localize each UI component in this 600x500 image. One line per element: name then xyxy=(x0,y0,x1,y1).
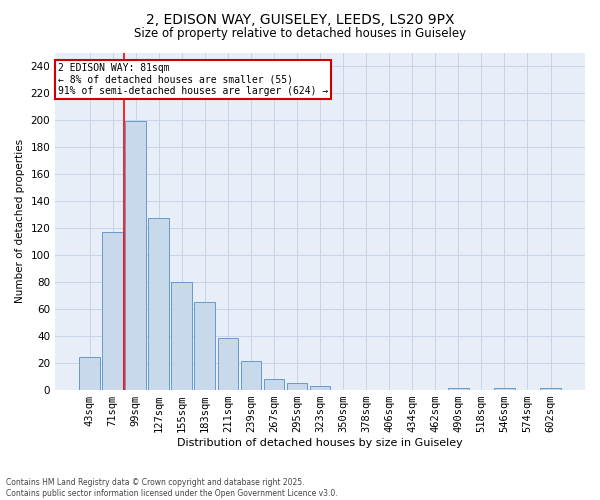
Text: Size of property relative to detached houses in Guiseley: Size of property relative to detached ho… xyxy=(134,28,466,40)
Bar xyxy=(241,362,262,390)
Bar xyxy=(263,379,284,390)
Text: 2 EDISON WAY: 81sqm
← 8% of detached houses are smaller (55)
91% of semi-detache: 2 EDISON WAY: 81sqm ← 8% of detached hou… xyxy=(58,62,328,96)
Bar xyxy=(448,388,469,390)
Bar xyxy=(310,386,331,390)
Text: Contains HM Land Registry data © Crown copyright and database right 2025.
Contai: Contains HM Land Registry data © Crown c… xyxy=(6,478,338,498)
Text: 2, EDISON WAY, GUISELEY, LEEDS, LS20 9PX: 2, EDISON WAY, GUISELEY, LEEDS, LS20 9PX xyxy=(146,12,454,26)
Bar xyxy=(494,388,515,390)
Bar xyxy=(148,218,169,390)
Bar xyxy=(125,122,146,390)
Bar xyxy=(218,338,238,390)
Bar xyxy=(79,357,100,390)
Bar xyxy=(540,388,561,390)
Bar xyxy=(287,383,307,390)
Bar xyxy=(194,302,215,390)
X-axis label: Distribution of detached houses by size in Guiseley: Distribution of detached houses by size … xyxy=(177,438,463,448)
Y-axis label: Number of detached properties: Number of detached properties xyxy=(15,139,25,303)
Bar xyxy=(102,232,123,390)
Bar xyxy=(172,282,192,390)
